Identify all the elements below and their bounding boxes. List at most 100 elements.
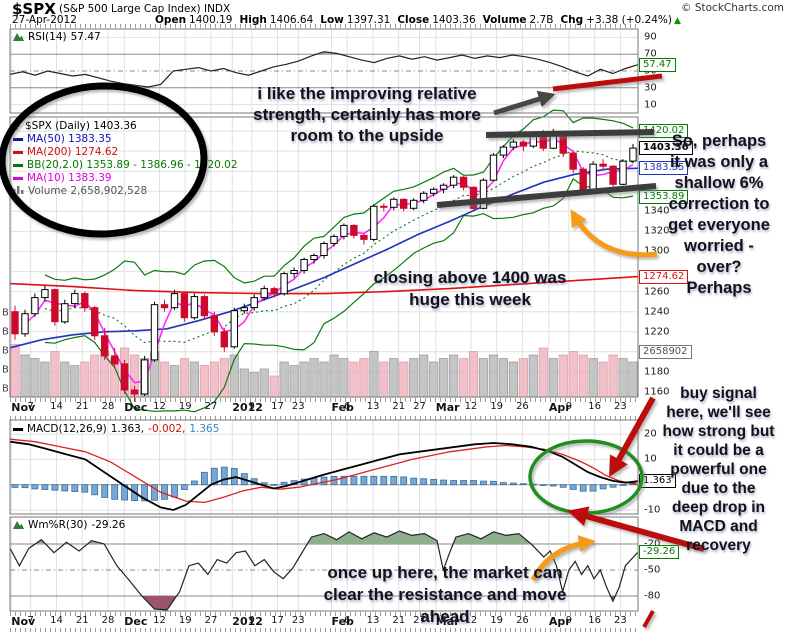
low-value: 1397.31 [346, 14, 391, 26]
volume-legend: Volume 2,658,902,528 [28, 185, 148, 197]
y-axis-label: 30 [644, 82, 657, 94]
macd-legend: MACD(12,26,9) 1.363, -0.002, 1.365 [13, 423, 219, 436]
date-tick-label: 12 [464, 401, 478, 412]
date-tick-label: 23 [614, 615, 627, 626]
date-tick-label: 27 [413, 401, 426, 412]
wmr-legend-label: Wm%R(30) [28, 519, 88, 531]
value-tag: 1383.35 [639, 160, 689, 175]
date-tick-label: 12 [464, 615, 478, 626]
date-tick-label: 14 [50, 615, 63, 626]
date-tick-label: 12 [153, 401, 166, 412]
date-tick-label: 23 [291, 401, 305, 412]
date-tick-label: 13 [366, 615, 380, 626]
date-tick-label: Nov [11, 401, 36, 414]
date-tick-label: 19 [490, 401, 504, 412]
value-tag: 1274.62 [639, 269, 689, 284]
quote-date: 27-Apr-2012 [12, 14, 77, 26]
date-tick-label: 26 [516, 615, 529, 626]
rsi-legend-label: RSI(14) [28, 31, 67, 43]
date-tick-label: 21 [75, 615, 89, 626]
open-value: 1400.19 [189, 14, 233, 26]
date-tick-label: 14 [50, 401, 63, 412]
rsi-legend-value: 57.47 [70, 31, 101, 43]
date-tick-label: 27 [204, 615, 218, 626]
date-tick-label: 13 [366, 401, 380, 412]
date-tick-label: Apr [548, 615, 571, 628]
date-tick-label: 19 [178, 615, 192, 626]
value-tag: 2658902 [639, 344, 692, 359]
volume-axis-label: B [2, 345, 9, 357]
date-tick-label: 9 [248, 401, 255, 412]
date-tick-label: Dec [124, 615, 148, 628]
candlestick-icon [13, 119, 21, 134]
date-axis: Nov 7 14 21 28 Dec 12 19 27 2012 9 17 23 Feb 6 13 21 27 Ma… [0, 401, 792, 416]
bollinger-line-icon [13, 164, 23, 167]
volume-axis-label: B [2, 326, 9, 338]
close-above-1400-note: closing above 1400 was huge this week [373, 268, 567, 309]
date-tick-label: 21 [392, 615, 406, 626]
date-tick-label: 9 [248, 615, 255, 626]
date-tick-label: 6 [344, 401, 351, 412]
y-axis-label: -10 [644, 504, 661, 516]
date-tick-label: 2012 [232, 615, 263, 628]
value-tag: 1.363 [639, 474, 676, 489]
shallow-correction-note: So, perhaps it was only a shallow 6% cor… [668, 132, 770, 297]
macd-line-icon [13, 428, 23, 431]
y-axis-label: 70 [644, 48, 657, 60]
date-tick-label: Nov [11, 615, 36, 628]
up-triangle-icon: ▲ [674, 16, 681, 26]
date-tick-label: 27 [413, 615, 426, 626]
volume-axis-label: B [2, 307, 9, 319]
date-tick-label: 2012 [232, 401, 263, 414]
price-legend-title: $SPX (Daily) 1403.36 [25, 120, 137, 132]
volume-axis-label: B [2, 364, 9, 376]
high-label: High [239, 14, 267, 26]
date-tick-label: 9 [565, 615, 573, 626]
date-tick-label: 7 [27, 401, 34, 412]
date-tick-label: 16 [588, 615, 602, 626]
y-axis-label: 1160 [644, 386, 670, 398]
date-tick-label: 27 [204, 401, 218, 412]
date-tick-label: 21 [392, 401, 406, 412]
date-tick-label: 23 [291, 615, 305, 626]
clear-resistance-note: once up here, the market can clear the r… [323, 563, 567, 626]
value-tag: 57.47 [639, 57, 676, 72]
low-label: Low [320, 14, 344, 26]
wmr-legend: Wm%R(30) -29.26 [13, 519, 125, 532]
area-chart-icon [13, 31, 24, 45]
macd-legend-label: MACD(12,26,9) [27, 423, 107, 435]
tick-comb [10, 612, 638, 616]
ticker-symbol: $SPX [12, 0, 56, 18]
price-legend: $SPX (Daily) 1403.36 MA(50) 1383.35 MA(2… [13, 119, 238, 198]
y-axis-label: -80 [644, 590, 661, 602]
date-tick-label: 23 [614, 401, 627, 412]
ma10-legend: MA(10) 1383.39 [27, 172, 112, 184]
date-tick-label: 19 [178, 401, 192, 412]
ma50-line-icon [13, 138, 23, 141]
close-value: 1403.36 [432, 14, 476, 26]
buy-signal-note: buy signal here, we'll see how strong bu… [662, 385, 775, 554]
chg-value: +3.38 (+0.24%) [586, 14, 673, 26]
date-tick-label: 28 [101, 615, 115, 626]
date-tick-label: Mar [435, 615, 460, 628]
macd-value: 1.363, [110, 423, 145, 435]
y-axis-label: 1180 [644, 366, 670, 378]
y-axis-label: -50 [644, 564, 661, 576]
date-axis: Nov 7 14 21 28 Dec 12 19 27 2012 9 17 23 Feb 6 13 21 27 Ma… [0, 615, 792, 630]
date-tick-label: Feb [331, 401, 354, 414]
y-axis-label: 1340 [644, 205, 670, 217]
volume-value: 2.7B [529, 14, 554, 26]
tick-comb [10, 628, 638, 632]
volume-bars-icon [13, 185, 24, 198]
date-tick-label: 17 [271, 401, 284, 412]
y-axis-label: 1220 [644, 326, 670, 338]
y-axis-label: 1260 [644, 286, 670, 298]
area-chart-icon [13, 519, 24, 533]
y-axis-label: 1240 [644, 306, 670, 318]
macd-hist-value: 1.365 [189, 423, 220, 435]
date-tick-label: Apr [548, 401, 571, 414]
y-axis-label: 90 [644, 31, 657, 43]
rsi-legend: RSI(14) 57.47 [13, 31, 101, 44]
